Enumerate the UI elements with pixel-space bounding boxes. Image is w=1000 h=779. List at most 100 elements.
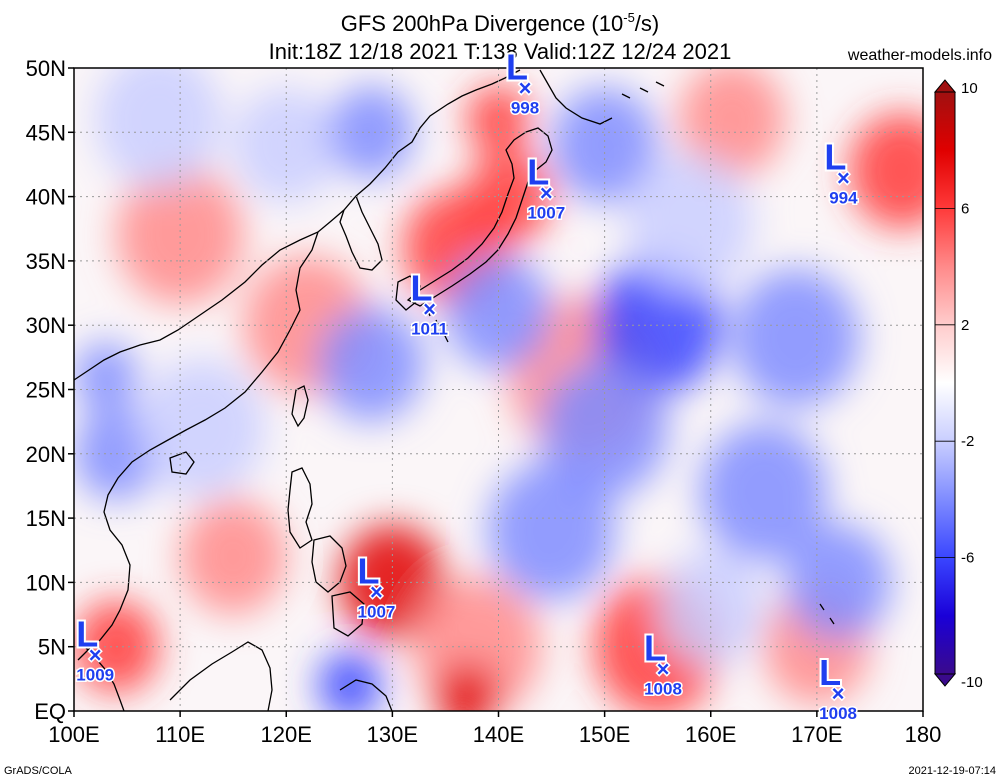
divergence-field: [74, 68, 923, 711]
field-cell-19: [445, 254, 552, 371]
colorbar-bar: [934, 91, 956, 675]
lat-label-3: 35N: [26, 249, 66, 274]
lon-label-1: 110E: [155, 722, 205, 747]
field-cell-24: [487, 461, 616, 601]
longitude-axis: 100E 110E 120E 130E 140E 150E 160E 170E 180: [48, 711, 941, 747]
chart-subtitle: Init:18Z 12/18 2021 T:138 Valid:12Z 12/2…: [269, 39, 732, 64]
coast-hainan: [169, 451, 195, 475]
colorbar-bottom-arrow: [933, 673, 957, 687]
title-sup: -5: [623, 10, 635, 25]
lat-label-1: 45N: [26, 120, 66, 145]
field-cell-15: [74, 341, 138, 412]
low-pressure-value: 998: [511, 98, 539, 117]
field-cell-31: [328, 86, 414, 179]
lon-label-8: 180: [905, 722, 942, 747]
low-pressure-centers: L×998L×1007L×994L×1011L×1007L×1009L×1008…: [74, 44, 859, 725]
footer-right: 2021-12-19-07:14: [909, 765, 996, 777]
low-center-7: L×1008: [817, 650, 858, 725]
coastlines: [74, 69, 835, 711]
low-symbol: L: [819, 652, 841, 693]
low-symbol: L: [357, 550, 379, 591]
site-label: weather-models.info: [847, 47, 992, 64]
coast-ngn: [339, 679, 393, 711]
coast-borneo: [169, 641, 273, 711]
lon-label-3: 130E: [367, 722, 418, 747]
field-cell-29: [95, 68, 223, 189]
lat-label-9: 5N: [38, 635, 66, 660]
field-cell-3: [466, 150, 552, 243]
lon-label-4: 140E: [473, 722, 524, 747]
lat-label-8: 10N: [26, 570, 66, 595]
low-pressure-value: 1008: [819, 704, 857, 723]
colorbar-label-1: 6: [961, 200, 969, 217]
colorbar-top-arrow: [933, 79, 957, 93]
field-cell-18: [318, 305, 425, 422]
chart-title: GFS 200hPa Divergence (10-5/s): [341, 10, 660, 36]
low-marker: ×: [657, 657, 670, 682]
colorbar: 10 6 2 -2 -6 -10: [933, 79, 983, 691]
colorbar-label-0: 10: [961, 80, 978, 97]
field-cell-27: [318, 650, 382, 711]
field-cell-14: [678, 68, 786, 178]
coast-korea: [339, 195, 383, 271]
coast-asia-mainland: [74, 69, 521, 381]
low-marker: ×: [540, 181, 553, 206]
field-cell-6: [180, 498, 287, 615]
low-symbol: L: [644, 628, 666, 669]
low-pressure-value: 1007: [358, 602, 396, 621]
low-marker: ×: [370, 579, 383, 604]
coast-sakhalin: [539, 69, 613, 125]
low-pressure-value: 1009: [76, 665, 114, 684]
map-panel: 50N 45N 40N 35N 30N 25N 20N 15N 10N 5N EQ 100E 110E…: [26, 44, 942, 747]
lat-label-7: 15N: [26, 506, 66, 531]
lon-label-5: 150E: [579, 722, 630, 747]
coast-taiwan: [291, 385, 309, 428]
lat-label-2: 40N: [26, 185, 66, 210]
lon-label-6: 160E: [685, 722, 736, 747]
low-marker: ×: [832, 681, 845, 706]
low-symbol: L: [824, 136, 846, 177]
low-symbol: L: [76, 613, 98, 654]
low-symbol: L: [527, 152, 549, 193]
low-pressure-value: 994: [829, 188, 858, 207]
title-line1: GFS 200hPa Divergence (10: [341, 11, 624, 36]
low-center-3: L×1011: [409, 265, 450, 340]
lon-label-7: 170E: [791, 722, 842, 747]
low-center-0: L×998: [504, 44, 541, 119]
colorbar-label-4: -6: [961, 550, 974, 567]
low-pressure-value: 1007: [527, 204, 565, 223]
field-cell-21: [731, 268, 860, 408]
low-marker: ×: [519, 75, 532, 100]
field-cell-23: [700, 422, 828, 562]
field-cell-13: [848, 113, 923, 229]
low-center-6: L×1008: [642, 626, 683, 701]
lon-label-0: 100E: [48, 722, 99, 747]
lat-label-4: 30N: [26, 313, 66, 338]
colorbar-label-5: -10: [961, 674, 983, 691]
field-cell-28: [233, 87, 340, 204]
lat-label-10: EQ: [34, 699, 66, 724]
coast-china-south: [77, 231, 319, 661]
low-marker: ×: [423, 296, 436, 321]
coast-islands-chain: [425, 81, 835, 625]
low-center-4: L×1007: [355, 548, 396, 623]
field-cell-4: [466, 84, 531, 155]
lat-label-6: 20N: [26, 442, 66, 467]
coast-kyushu: [395, 275, 421, 311]
low-symbol: L: [506, 46, 528, 87]
lon-label-2: 120E: [261, 722, 312, 747]
coast-luzon: [287, 467, 313, 549]
colorbar-ticks: 10 6 2 -2 -6 -10: [935, 80, 983, 691]
low-pressure-value: 1008: [644, 680, 682, 699]
field-cell-12: [434, 663, 499, 711]
low-center-5: L×1009: [74, 611, 115, 686]
low-center-1: L×1007: [525, 150, 566, 225]
low-pressure-value: 1011: [411, 319, 448, 338]
colorbar-label-2: 2: [961, 317, 969, 334]
lat-label-5: 25N: [26, 378, 66, 403]
coast-malay: [77, 639, 125, 711]
coast-mindanao: [331, 591, 365, 637]
field-cell-0: [116, 165, 244, 305]
low-marker: ×: [89, 642, 102, 667]
